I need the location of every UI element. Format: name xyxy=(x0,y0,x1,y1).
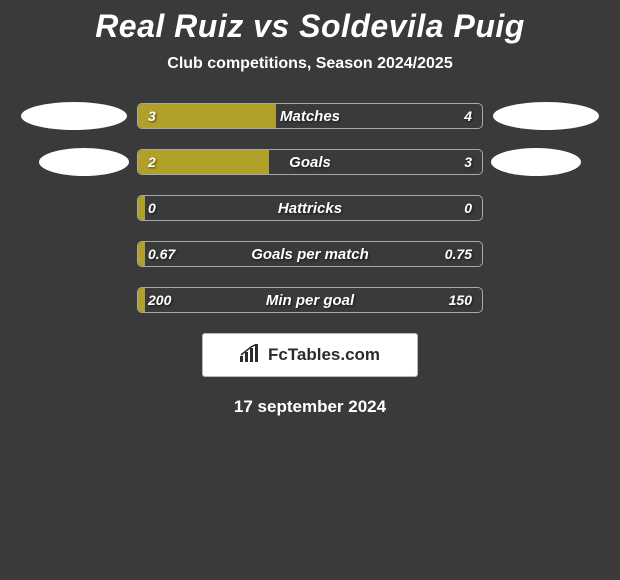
footer-date: 17 september 2024 xyxy=(0,397,620,417)
stat-label: Hattricks xyxy=(138,196,482,220)
stat-bar-fill xyxy=(138,104,276,128)
stat-bar: 200Min per goal150 xyxy=(137,287,483,313)
stat-right-value: 3 xyxy=(464,150,472,174)
right-avatar-slot xyxy=(491,195,601,221)
stat-bar-fill xyxy=(138,150,269,174)
stat-right-value: 150 xyxy=(449,288,472,312)
left-avatar-slot xyxy=(19,149,129,175)
avatar-placeholder-icon xyxy=(21,102,127,130)
stat-row: 200Min per goal150 xyxy=(0,287,620,313)
comparison-card: Real Ruiz vs Soldevila Puig Club competi… xyxy=(0,0,620,417)
stat-label: Goals per match xyxy=(138,242,482,266)
stat-row: 2Goals3 xyxy=(0,149,620,175)
right-avatar-slot xyxy=(491,287,601,313)
branding-badge[interactable]: FcTables.com xyxy=(202,333,418,377)
avatar-placeholder-icon xyxy=(39,148,129,176)
stats-rows: 3Matches4 2Goals3 0Hattricks0 0.67Goals per… xyxy=(0,103,620,313)
right-avatar-slot xyxy=(491,149,601,175)
chart-bars-icon xyxy=(240,344,262,367)
stat-bar: 2Goals3 xyxy=(137,149,483,175)
stat-row: 0Hattricks0 xyxy=(0,195,620,221)
stat-right-value: 0.75 xyxy=(445,242,472,266)
stat-row: 0.67Goals per match0.75 xyxy=(0,241,620,267)
stat-bar-fill xyxy=(138,242,145,266)
stat-bar-fill xyxy=(138,196,145,220)
stat-bar: 3Matches4 xyxy=(137,103,483,129)
stat-bar: 0.67Goals per match0.75 xyxy=(137,241,483,267)
branding-text: FcTables.com xyxy=(268,345,380,365)
stat-left-value: 200 xyxy=(148,288,171,312)
stat-right-value: 0 xyxy=(464,196,472,220)
page-subtitle: Club competitions, Season 2024/2025 xyxy=(0,55,620,73)
left-avatar-slot xyxy=(19,195,129,221)
left-avatar-slot xyxy=(19,103,129,129)
right-avatar-slot xyxy=(491,241,601,267)
stat-bar-fill xyxy=(138,288,145,312)
stat-left-value: 0.67 xyxy=(148,242,175,266)
stat-right-value: 4 xyxy=(464,104,472,128)
left-avatar-slot xyxy=(19,287,129,313)
stat-label: Min per goal xyxy=(138,288,482,312)
stat-left-value: 0 xyxy=(148,196,156,220)
right-avatar-slot xyxy=(491,103,601,129)
stat-left-value: 3 xyxy=(148,104,156,128)
stat-bar: 0Hattricks0 xyxy=(137,195,483,221)
stat-left-value: 2 xyxy=(148,150,156,174)
avatar-placeholder-icon xyxy=(491,148,581,176)
stat-row: 3Matches4 xyxy=(0,103,620,129)
page-title: Real Ruiz vs Soldevila Puig xyxy=(0,8,620,45)
avatar-placeholder-icon xyxy=(493,102,599,130)
left-avatar-slot xyxy=(19,241,129,267)
